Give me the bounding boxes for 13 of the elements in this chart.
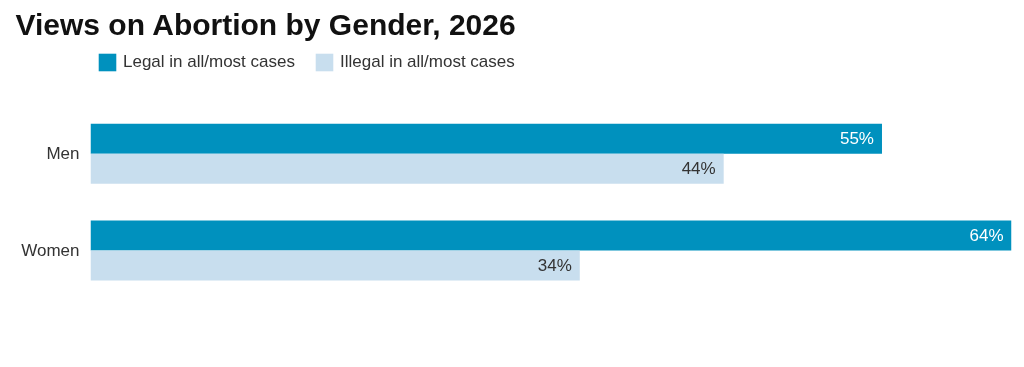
y-tick-label: Men <box>46 144 80 164</box>
data-label: 55% <box>839 129 874 149</box>
data-label: 64% <box>969 226 1004 246</box>
bar <box>90 153 724 184</box>
bar <box>90 123 882 154</box>
chart-title: Views on Abortion by Gender, 2026 <box>15 7 516 41</box>
legend-label: Illegal in all/most cases <box>339 52 515 72</box>
legend-label: Legal in all/most cases <box>123 52 295 72</box>
bar <box>90 250 580 281</box>
y-tick-label: Women <box>21 241 80 261</box>
bar <box>90 220 1012 251</box>
data-label: 34% <box>537 256 572 276</box>
data-label: 44% <box>681 159 716 179</box>
